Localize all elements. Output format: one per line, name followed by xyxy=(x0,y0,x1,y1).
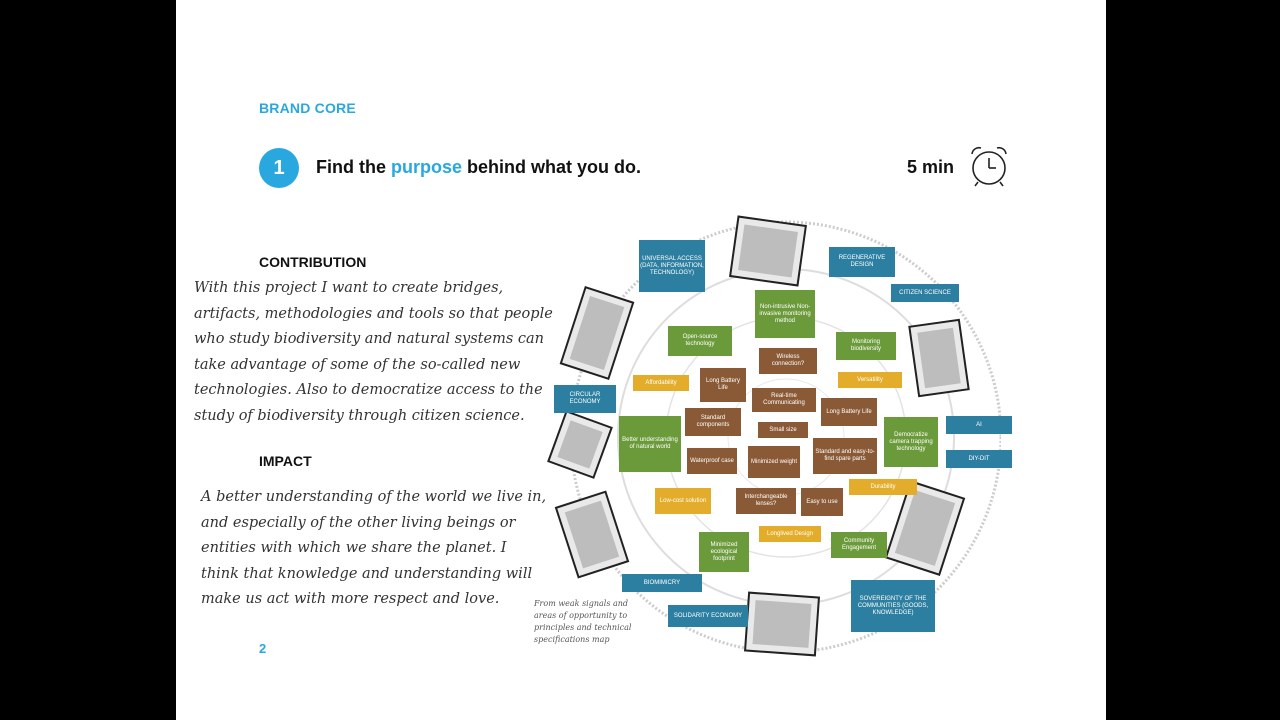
title-highlight: purpose xyxy=(391,157,463,177)
label-durability: Durability xyxy=(849,479,917,495)
page-title: Find the purpose behind what you do. xyxy=(316,157,641,178)
impact-line: make us act with more respect and love. xyxy=(201,591,500,607)
label-low-cost-solution: Low-cost solution xyxy=(655,488,711,514)
label-universal-access: UNIVERSAL ACCESS (DATA, INFORMATION, TEC… xyxy=(639,240,705,292)
label-waterproof-case: Waterproof case xyxy=(687,448,737,474)
card-image xyxy=(729,215,807,287)
label-solidarity-economy: SOLIDARITY ECONOMY xyxy=(668,605,748,627)
label-minimized-weight: Minimized weight xyxy=(748,446,800,478)
label-diy-dit: DIY-DIT xyxy=(946,450,1012,468)
contribution-text: With this project I want to create bridg… xyxy=(194,276,553,429)
label-wireless-connection: Wireless connection? xyxy=(759,348,817,374)
contribution-heading: CONTRIBUTION xyxy=(259,254,367,270)
contribution-line: With this project I want to create bridg… xyxy=(194,280,504,296)
label-biomimicry: BIOMIMICRY xyxy=(622,574,702,592)
title-part-before: Find the xyxy=(316,157,391,177)
step-number-badge: 1 xyxy=(259,148,299,188)
label-standard-spare-parts: Standard and easy-to-find spare parts xyxy=(813,438,877,474)
map-caption: From weak signals and areas of opportuni… xyxy=(534,599,632,644)
impact-line: A better understanding of the world we l… xyxy=(201,489,547,505)
label-community-engagement: Community Engagement xyxy=(831,532,887,558)
contribution-line: technologies. Also to democratize access… xyxy=(194,382,543,398)
label-citizen-science: CITIZEN SCIENCE xyxy=(891,284,959,302)
label-monitoring-biodiversity: Monitoring biodiversity xyxy=(836,332,896,360)
label-minimized-footprint: Minimized ecological footprint xyxy=(699,532,749,572)
label-ai: AI xyxy=(946,416,1012,434)
contribution-line: take advantage of some of the so-called … xyxy=(194,356,521,373)
label-regenerative-design: REGENERATIVE DESIGN xyxy=(829,247,895,277)
label-circular-economy: CIRCULAR ECONOMY xyxy=(554,385,616,413)
label-long-battery-life: Long Battery Life xyxy=(700,368,746,402)
label-sovereignty-communities: SOVEREIGNTY OF THE COMMUNITIES (GOODS, K… xyxy=(851,580,935,632)
label-better-understanding: Better understanding of natural world xyxy=(619,416,681,472)
label-easy-to-use: Easy to use xyxy=(801,488,843,516)
label-long-battery-life-2: Long Battery Life xyxy=(821,398,877,426)
label-open-source: Open-source technology xyxy=(668,326,732,356)
contribution-line: who study biodiversity and natural syste… xyxy=(194,331,544,347)
impact-heading: IMPACT xyxy=(259,453,312,469)
label-longlived-design: Longlived Design xyxy=(759,526,821,542)
label-versatility: Versatility xyxy=(838,372,902,388)
label-real-time-communicating: Real-time Communicating xyxy=(752,388,816,412)
contribution-line: artifacts, methodologies and tools so th… xyxy=(194,305,553,322)
label-affordability: Affordability xyxy=(633,375,689,391)
document-page: BRAND CORE 1 Find the purpose behind wha… xyxy=(176,0,1106,720)
label-standard-components: Standard components xyxy=(685,408,741,436)
impact-line: entities with which we share the planet.… xyxy=(201,540,507,556)
contribution-line: study of biodiversity through citizen sc… xyxy=(194,407,525,424)
impact-line: think that knowledge and understanding w… xyxy=(201,565,533,582)
section-label: BRAND CORE xyxy=(259,100,356,116)
duration-label: 5 min xyxy=(907,157,955,177)
card-image xyxy=(908,318,970,398)
impact-text: A better understanding of the world we l… xyxy=(201,485,546,613)
card-image xyxy=(743,591,821,657)
impact-line: and especially of the other living being… xyxy=(201,514,516,531)
label-democratize-camera-trapping: Democratize camera trapping technology xyxy=(884,417,938,467)
alarm-clock-icon xyxy=(971,146,1007,187)
label-non-intrusive-monitoring: Non-intrusive Non-invasive monitoring me… xyxy=(755,290,815,338)
page-number: 2 xyxy=(259,641,267,656)
label-interchangeable-lenses: Interchangeable lenses? xyxy=(736,488,796,514)
label-small-size: Small size xyxy=(758,422,808,438)
concept-map: UNIVERSAL ACCESS (DATA, INFORMATION, TEC… xyxy=(547,212,1012,672)
title-part-after: behind what you do. xyxy=(462,157,642,177)
